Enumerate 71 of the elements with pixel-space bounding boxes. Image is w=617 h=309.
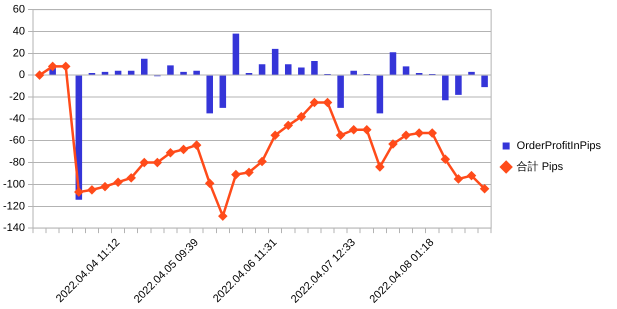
bar — [193, 70, 200, 75]
y-tick-label: -120 — [2, 200, 26, 212]
bar — [232, 34, 240, 75]
bar — [141, 58, 148, 75]
bar — [272, 48, 278, 75]
point — [88, 186, 96, 194]
point — [349, 126, 358, 134]
bar — [102, 72, 108, 75]
bar — [114, 70, 122, 75]
point — [336, 130, 345, 140]
point — [74, 188, 84, 196]
point — [192, 140, 201, 150]
point — [153, 158, 162, 167]
bar — [167, 65, 174, 75]
bar — [128, 70, 134, 75]
legend-label: 合計 Pips — [516, 160, 564, 174]
point — [376, 162, 384, 172]
point — [258, 157, 266, 166]
point — [414, 128, 424, 138]
bar — [350, 70, 357, 75]
point — [126, 174, 136, 182]
point — [140, 158, 149, 167]
point — [310, 98, 319, 107]
point — [61, 62, 70, 71]
point — [480, 184, 489, 194]
y-tick-label: 20 — [12, 47, 26, 60]
y-tick-label: 40 — [12, 25, 26, 38]
point — [218, 212, 228, 220]
y-tick-label: 60 — [12, 4, 26, 16]
point — [402, 130, 410, 140]
bar — [258, 64, 266, 75]
point — [205, 179, 214, 188]
point — [428, 128, 436, 138]
point — [244, 168, 254, 177]
bar — [298, 68, 305, 75]
y-tick-label: -140 — [2, 222, 26, 234]
bar — [390, 52, 396, 75]
y-tick-label: 0 — [18, 69, 26, 82]
y-tick-label: -20 — [9, 91, 26, 104]
point — [388, 140, 398, 148]
bar — [220, 76, 226, 108]
bar — [468, 72, 475, 75]
bar — [284, 64, 292, 75]
bar — [376, 76, 384, 114]
bar — [442, 76, 449, 100]
bar — [337, 76, 344, 108]
bar — [311, 60, 318, 75]
bar — [481, 76, 488, 88]
bar — [402, 66, 410, 75]
point — [467, 171, 476, 180]
point — [179, 145, 188, 154]
point — [35, 70, 44, 80]
point — [297, 112, 306, 121]
point — [454, 174, 463, 184]
y-tick-label: -60 — [9, 134, 26, 147]
bar — [206, 76, 213, 114]
bar — [455, 76, 462, 95]
y-tick-label: -80 — [9, 156, 26, 169]
point — [166, 148, 175, 157]
point — [100, 182, 110, 191]
point — [232, 170, 240, 179]
point — [114, 178, 122, 186]
legend-label: OrderProfitInPips — [516, 140, 602, 152]
point — [284, 121, 293, 130]
point — [441, 155, 450, 164]
point — [323, 98, 332, 107]
point — [362, 126, 372, 134]
y-tick-label: -40 — [9, 112, 26, 125]
point — [270, 130, 280, 140]
y-tick-label: -100 — [2, 178, 26, 190]
point — [48, 62, 57, 71]
